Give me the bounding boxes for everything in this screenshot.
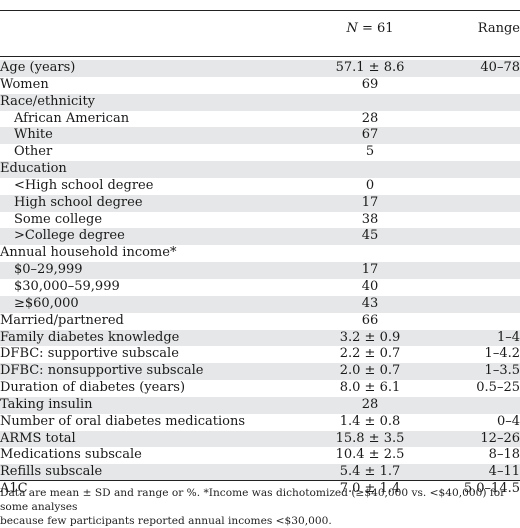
- table-row: <High school degree 0: [0, 178, 520, 195]
- table-header: N = 61 Range: [0, 21, 520, 43]
- row-label: Annual household income*: [0, 245, 177, 261]
- row-label: Duration of diabetes (years): [0, 380, 186, 396]
- row-label: Family diabetes knowledge: [0, 329, 180, 345]
- table-row: African American 28: [0, 111, 520, 128]
- table-row: Annual household income*: [0, 245, 520, 262]
- row-value: 40: [361, 278, 379, 294]
- row-label: Other: [14, 144, 53, 160]
- row-value: 45: [361, 228, 379, 244]
- table-row: Education: [0, 161, 520, 178]
- row-label: $0–29,999: [14, 262, 83, 278]
- row-label: A1C: [0, 481, 28, 497]
- row-value: 3.2 ± 0.9: [339, 329, 401, 345]
- footnote-line-1: Data are mean ± SD and range or %. *Inco…: [0, 487, 506, 513]
- row-range: 0–4: [496, 413, 520, 429]
- row-label: Refills subscale: [0, 464, 103, 480]
- row-range: 8–18: [488, 447, 520, 463]
- row-label: Number of oral diabetes medications: [0, 413, 246, 429]
- row-label: Married/partnered: [0, 312, 124, 328]
- row-value: 69: [361, 76, 379, 92]
- row-label: >College degree: [14, 228, 125, 244]
- row-value: 5.4 ± 1.7: [339, 464, 401, 480]
- row-value: 10.4 ± 2.5: [335, 447, 405, 463]
- table-row: Medications subscale 10.4 ± 2.5 8–18: [0, 447, 520, 464]
- table-row: ARMS total 15.8 ± 3.5 12–26: [0, 430, 520, 448]
- row-range: 4–11: [488, 464, 520, 480]
- row-label: Taking insulin: [0, 396, 93, 412]
- row-value: 28: [361, 396, 379, 412]
- table-row: Race/ethnicity: [0, 93, 520, 111]
- row-value: 5: [365, 144, 375, 160]
- table-row: Married/partnered 66: [0, 313, 520, 330]
- row-value: 2.2 ± 0.7: [339, 346, 401, 362]
- row-value: 17: [361, 262, 379, 278]
- n-symbol: N: [346, 21, 358, 36]
- table-row: Number of oral diabetes medications 1.4 ±…: [0, 414, 520, 431]
- row-value: 15.8 ± 3.5: [335, 430, 405, 446]
- table-row: Other 5: [0, 144, 520, 161]
- row-label: $30,000–59,999: [14, 278, 120, 294]
- table-row: $30,000–59,999 40: [0, 279, 520, 296]
- table-footnote: Data are mean ± SD and range or %. *Inco…: [0, 486, 520, 528]
- row-value: 28: [361, 110, 379, 126]
- row-range: 1–4.2: [484, 346, 520, 362]
- row-range: 40–78: [480, 60, 520, 75]
- row-label: <High school degree: [14, 177, 154, 193]
- n-column-header: N = 61: [290, 21, 450, 36]
- table-row: DFBC: nonsupportive subscale 2.0 ± 0.7 1–3…: [0, 363, 520, 381]
- row-value: 1.4 ± 0.8: [339, 413, 401, 429]
- row-range: 0.5–25: [476, 380, 520, 396]
- row-value: 17: [361, 194, 379, 210]
- n-count: = 61: [357, 21, 394, 36]
- row-label: Education: [0, 161, 67, 177]
- row-value: 43: [361, 295, 379, 311]
- table-row: A1C 7.0 ± 1.4 5.0–14.5: [0, 481, 520, 498]
- row-value: 67: [361, 127, 379, 143]
- table-row: Duration of diabetes (years) 8.0 ± 6.1 0.5…: [0, 380, 520, 397]
- row-range: 5.0–14.5: [463, 481, 520, 497]
- row-value: 8.0 ± 6.1: [339, 380, 401, 396]
- row-value: 7.0 ± 1.4: [339, 481, 401, 497]
- table-row: DFBC: supportive subscale 2.2 ± 0.7 1–4.2: [0, 346, 520, 363]
- row-range: 1–3.5: [484, 363, 520, 379]
- table-row: $0–29,999 17: [0, 262, 520, 279]
- row-label: ARMS total: [0, 430, 76, 446]
- table-body: Age (years) 57.1 ± 8.6 40–78 Women 69 Race/et…: [0, 60, 520, 498]
- row-label: DFBC: supportive subscale: [0, 346, 179, 362]
- row-label: African American: [14, 110, 130, 126]
- table-row: Taking insulin 28: [0, 396, 520, 414]
- table-row: White 67: [0, 127, 520, 145]
- top-rule: [0, 10, 520, 11]
- header-rule: [0, 56, 520, 57]
- range-column-header: Range: [477, 21, 520, 36]
- row-label: DFBC: nonsupportive subscale: [0, 363, 204, 379]
- row-range: 1–4: [496, 329, 520, 345]
- row-label: White: [14, 127, 53, 143]
- table-row: >College degree 45: [0, 228, 520, 246]
- footnote-line-2: because few participants reported annual…: [0, 515, 332, 527]
- row-label: Medications subscale: [0, 447, 142, 463]
- row-label: Women: [0, 76, 49, 92]
- table-row: Age (years) 57.1 ± 8.6 40–78: [0, 60, 520, 77]
- table-row: ≥$60,000 43: [0, 295, 520, 313]
- bottom-rule: [0, 480, 520, 481]
- row-label: Some college: [14, 211, 103, 227]
- table-row: Women 69: [0, 77, 520, 94]
- row-label: High school degree: [14, 194, 143, 210]
- row-value: 38: [361, 211, 379, 227]
- row-label: Age (years): [0, 60, 76, 75]
- row-value: 66: [361, 312, 379, 328]
- row-value: 57.1 ± 8.6: [335, 60, 405, 75]
- row-label: ≥$60,000: [14, 295, 79, 311]
- row-label: Race/ethnicity: [0, 93, 96, 109]
- table-row: Family diabetes knowledge 3.2 ± 0.9 1–4: [0, 329, 520, 347]
- table-row: Some college 38: [0, 212, 520, 229]
- row-value: 0: [365, 177, 375, 193]
- table-row: Refills subscale 5.4 ± 1.7 4–11: [0, 464, 520, 482]
- row-range: 12–26: [480, 430, 520, 446]
- table-row: High school degree 17: [0, 194, 520, 212]
- row-value: 2.0 ± 0.7: [339, 363, 401, 379]
